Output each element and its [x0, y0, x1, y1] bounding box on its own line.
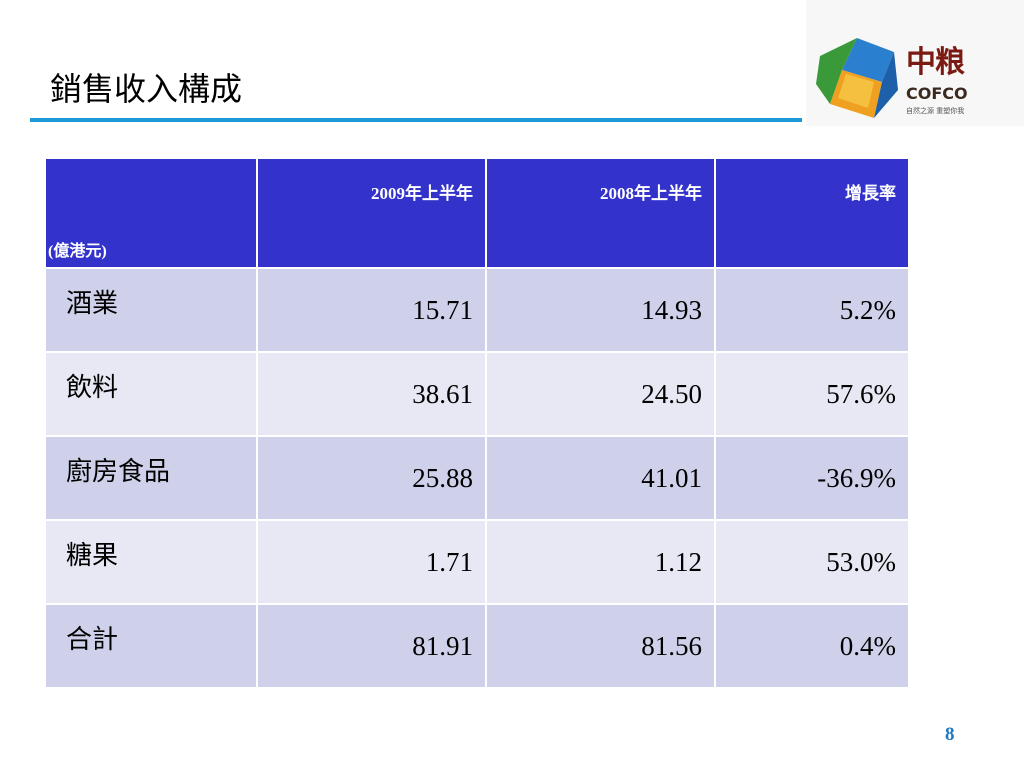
logo: 中粮 COFCO 自然之源 重塑你我 — [806, 0, 1024, 126]
cell-value: 0.4% — [714, 603, 910, 689]
column-header: 增長率 — [714, 157, 910, 269]
row-label: 廚房食品 — [44, 435, 258, 521]
cell-value: 25.88 — [256, 435, 487, 521]
cell-value: 5.2% — [714, 267, 910, 353]
table-row: 合計 81.91 81.56 0.4% — [44, 603, 910, 689]
unit-label: (億港元) — [44, 157, 258, 269]
logo-mark: 中粮 — [906, 45, 965, 80]
cell-value: 15.71 — [256, 267, 487, 353]
cell-value: 53.0% — [714, 519, 910, 605]
cell-value: 81.91 — [256, 603, 487, 689]
table-row: 飲料 38.61 24.50 57.6% — [44, 351, 910, 437]
logo-slogan: 自然之源 重塑你我 — [906, 107, 965, 115]
revenue-table: (億港元) 2009年上半年 2008年上半年 增長率 酒業 15.71 14.93 5.… — [44, 157, 910, 689]
cell-value: 38.61 — [256, 351, 487, 437]
cell-value: -36.9% — [714, 435, 910, 521]
column-header: 2008年上半年 — [485, 157, 716, 269]
header-row: (億港元) 2009年上半年 2008年上半年 增長率 — [44, 157, 910, 269]
page-number: 8 — [945, 724, 955, 745]
logo-cube — [816, 38, 898, 118]
cell-value: 1.12 — [485, 519, 716, 605]
cell-value: 41.01 — [485, 435, 716, 521]
row-label: 飲料 — [44, 351, 258, 437]
cell-value: 81.56 — [485, 603, 716, 689]
table-row: 酒業 15.71 14.93 5.2% — [44, 267, 910, 353]
table-body: 酒業 15.71 14.93 5.2% 飲料 38.61 24.50 57.6% 廚房食品 25.… — [44, 267, 910, 689]
title-rule — [30, 118, 802, 122]
cell-value: 14.93 — [485, 267, 716, 353]
cell-value: 1.71 — [256, 519, 487, 605]
cell-value: 24.50 — [485, 351, 716, 437]
table-row: 廚房食品 25.88 41.01 -36.9% — [44, 435, 910, 521]
cell-value: 57.6% — [714, 351, 910, 437]
row-label: 合計 — [44, 603, 258, 689]
slide-title: 銷售收入構成 — [50, 70, 243, 108]
logo-brand: COFCO — [906, 84, 968, 103]
table-row: 糖果 1.71 1.12 53.0% — [44, 519, 910, 605]
row-label: 酒業 — [44, 267, 258, 353]
row-label: 糖果 — [44, 519, 258, 605]
column-header: 2009年上半年 — [256, 157, 487, 269]
